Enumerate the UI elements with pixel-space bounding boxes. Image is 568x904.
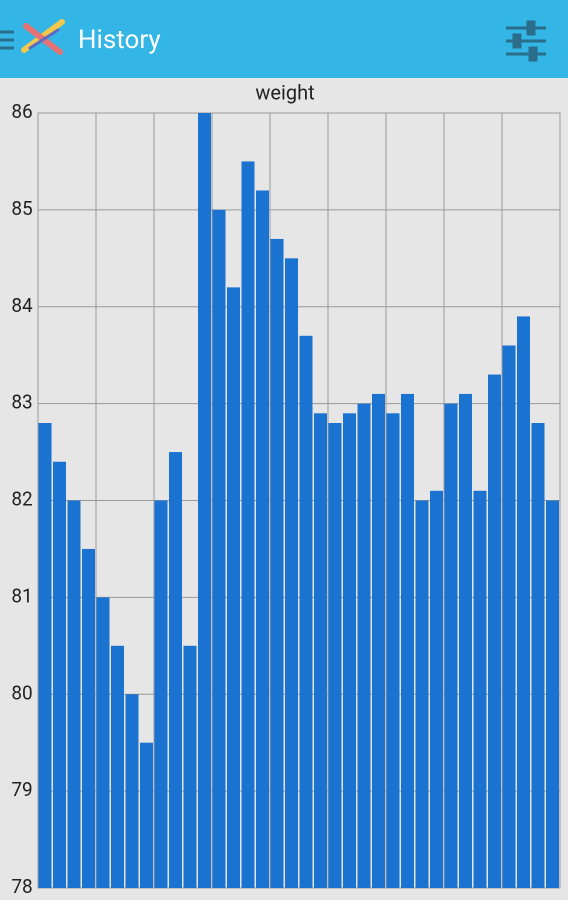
app-title: History <box>78 25 161 55</box>
bar <box>270 238 284 888</box>
bar <box>183 645 197 888</box>
bar <box>502 345 516 888</box>
bar <box>357 403 371 888</box>
bar <box>38 423 52 888</box>
bar <box>444 403 458 888</box>
y-tick-label: 84 <box>11 294 33 317</box>
bar <box>314 413 327 888</box>
y-tick-label: 82 <box>11 488 32 511</box>
bar <box>96 597 110 888</box>
bar <box>212 209 226 888</box>
settings-button[interactable] <box>506 20 546 62</box>
y-tick-label: 85 <box>11 197 32 220</box>
bar <box>415 500 429 888</box>
app-icon <box>21 19 65 55</box>
bar <box>227 287 240 888</box>
bar <box>140 742 153 888</box>
bar <box>169 452 182 888</box>
bar <box>531 423 545 888</box>
bar <box>67 500 81 888</box>
bar <box>256 190 269 888</box>
bar <box>430 490 443 888</box>
bar <box>517 316 530 888</box>
y-tick-label: 81 <box>11 584 32 607</box>
y-tick-label: 79 <box>11 778 32 801</box>
bar <box>82 548 95 888</box>
y-tick-label: 83 <box>11 391 32 414</box>
bar <box>111 645 124 888</box>
bar <box>154 500 168 888</box>
bar <box>372 393 385 888</box>
bar <box>285 258 298 888</box>
bar <box>241 161 255 888</box>
app-bar <box>0 0 568 78</box>
bar <box>386 413 400 888</box>
menu-button[interactable] <box>0 30 14 50</box>
bar <box>125 694 139 888</box>
y-tick-label: 78 <box>11 875 32 898</box>
bar <box>488 374 501 888</box>
bar <box>53 461 66 888</box>
bar <box>546 500 559 888</box>
bar <box>343 413 356 888</box>
bar <box>299 335 313 888</box>
y-tick-label: 80 <box>11 681 32 704</box>
chart-title: weight <box>255 80 314 104</box>
bar <box>328 423 342 888</box>
bar <box>198 113 211 888</box>
bar <box>401 393 414 888</box>
bar <box>473 490 487 888</box>
bar <box>459 393 472 888</box>
y-tick-label: 86 <box>11 100 32 123</box>
